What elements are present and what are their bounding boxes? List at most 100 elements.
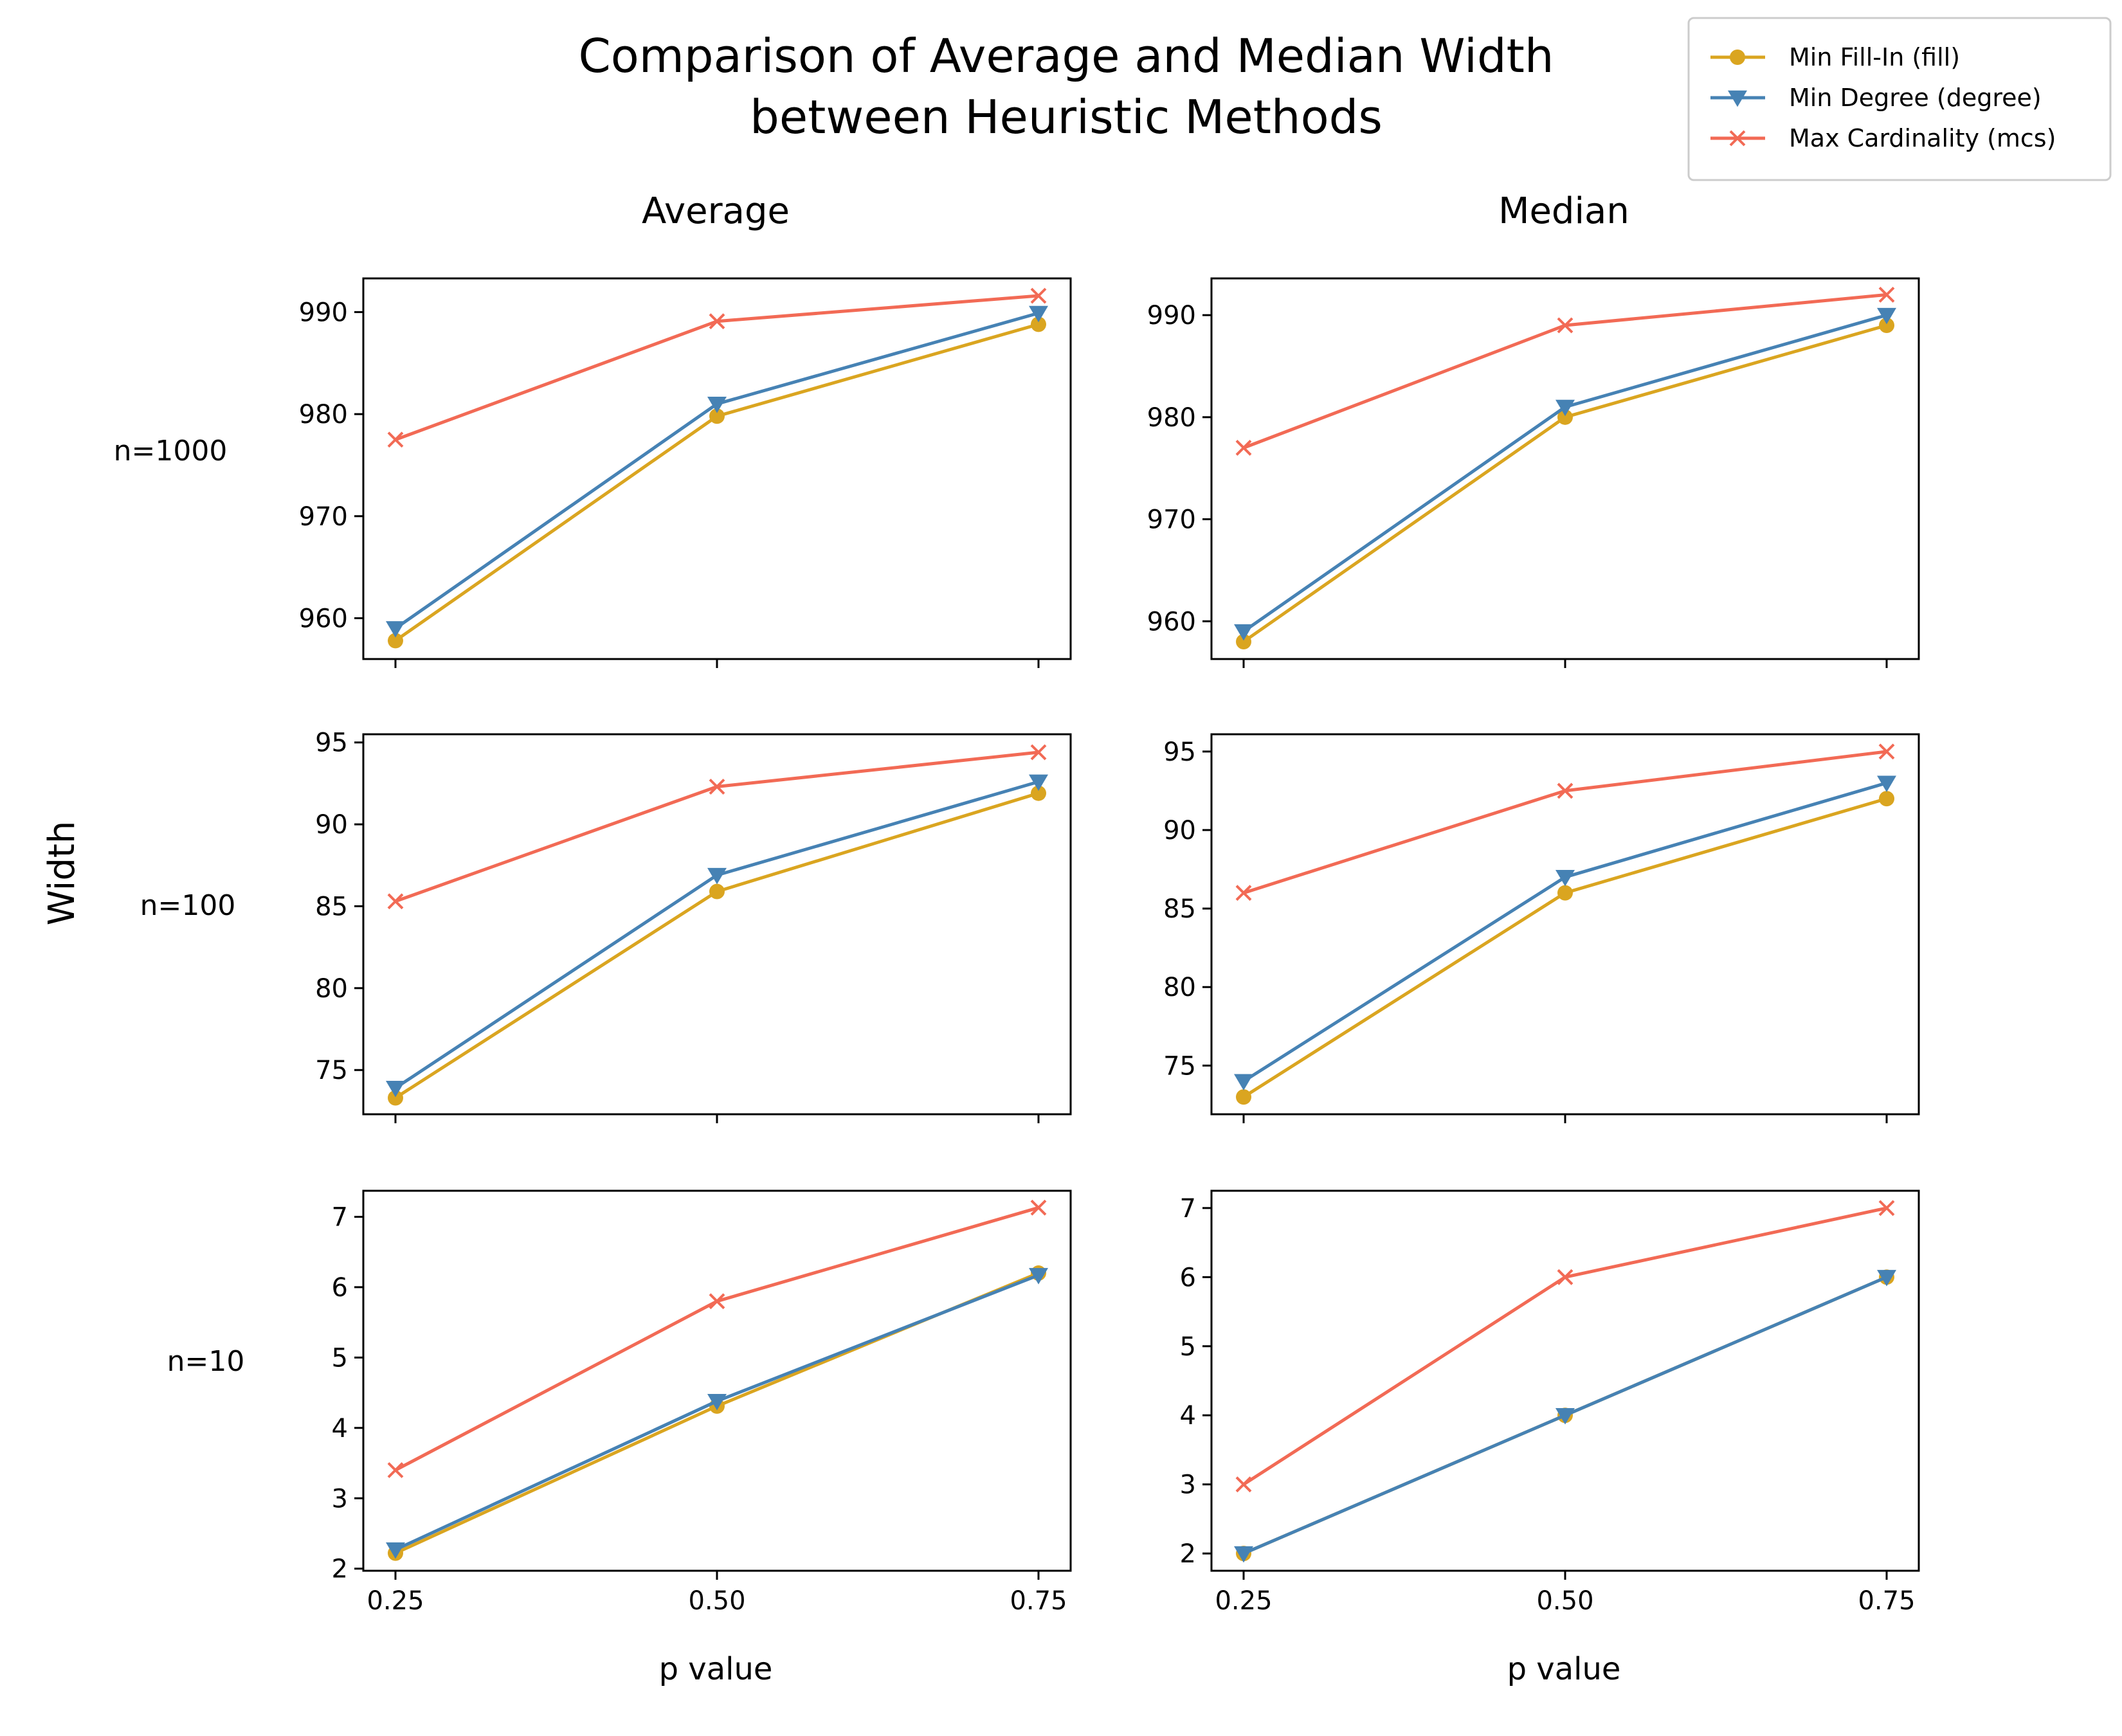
x-tick-label: 0.50 xyxy=(1536,1586,1593,1616)
data-point-min-degree-degree xyxy=(1234,624,1253,641)
y-tick-label: 990 xyxy=(299,298,348,327)
data-point-max-cardinality-mcs xyxy=(1557,1269,1573,1285)
x-tick-label: 0.75 xyxy=(1858,1586,1915,1616)
data-point-min-degree-degree xyxy=(707,867,727,885)
data-point-max-cardinality-mcs xyxy=(1878,1200,1895,1216)
y-tick-label: 95 xyxy=(1163,737,1196,767)
data-point-min-degree-degree xyxy=(386,1080,405,1098)
chart-title-line-2: between Heuristic Methods xyxy=(750,90,1383,144)
plot-frame xyxy=(1210,733,1920,1116)
panel-average-n-100: 75 80 85 90 95 xyxy=(315,728,1072,1123)
data-point-min-degree-degree xyxy=(1877,307,1896,325)
data-point-min-degree-degree xyxy=(1877,775,1896,792)
column-title-average: Average xyxy=(642,190,790,232)
y-tick-label: 980 xyxy=(299,400,348,429)
plot-frame xyxy=(362,733,1072,1116)
data-point-min-fill-in-fill xyxy=(1236,634,1251,650)
y-tick-label: 5 xyxy=(1180,1332,1196,1362)
y-tick-label: 85 xyxy=(315,892,348,921)
y-tick-label: 7 xyxy=(1180,1194,1196,1224)
y-tick-label: 960 xyxy=(1147,607,1196,637)
data-point-max-cardinality-mcs xyxy=(1878,286,1895,303)
data-point-min-degree-degree xyxy=(1555,1407,1575,1425)
y-tick-label: 4 xyxy=(332,1414,348,1443)
data-point-min-degree-degree xyxy=(1555,399,1575,417)
panel-median-n-10: 2 3 4 5 6 7 0.25 0.50 0.75 xyxy=(1180,1189,1920,1616)
data-point-min-degree-degree xyxy=(1877,1270,1896,1287)
data-point-min-degree-degree xyxy=(707,396,727,413)
row-label-n100: n=100 xyxy=(140,889,236,922)
y-tick-label: 2 xyxy=(1180,1539,1196,1569)
data-point-min-fill-in-fill xyxy=(709,883,725,900)
y-tick-label: 970 xyxy=(1147,505,1196,535)
data-point-min-degree-degree xyxy=(707,1393,727,1411)
y-tick-label: 970 xyxy=(299,502,348,532)
data-point-max-cardinality-mcs xyxy=(1557,317,1573,334)
y-tick-label: 4 xyxy=(1180,1401,1196,1431)
row-label-n10: n=10 xyxy=(167,1345,245,1378)
data-point-max-cardinality-mcs xyxy=(1030,1199,1047,1216)
data-point-min-degree-degree xyxy=(1234,1546,1253,1563)
data-point-max-cardinality-mcs xyxy=(1878,743,1895,760)
y-tick-label: 6 xyxy=(1180,1263,1196,1292)
data-point-max-cardinality-mcs xyxy=(387,1462,404,1478)
data-point-max-cardinality-mcs xyxy=(709,313,725,330)
y-tick-label: 80 xyxy=(1163,973,1196,1002)
data-point-max-cardinality-mcs xyxy=(387,893,404,910)
legend: Min Fill-In (fill) Min Degree (degree) Max… xyxy=(1687,17,2112,181)
legend-swatch-marker xyxy=(1728,90,1747,107)
x-tick-label: 0.25 xyxy=(367,1586,424,1616)
data-point-max-cardinality-mcs xyxy=(1235,1476,1252,1493)
data-point-min-degree-degree xyxy=(1555,869,1575,887)
x-tick-label: 0.75 xyxy=(1010,1586,1067,1616)
y-tick-label: 95 xyxy=(315,728,348,758)
row-label-n1000: n=1000 xyxy=(114,435,228,467)
data-point-min-degree-degree xyxy=(1029,1268,1048,1285)
y-tick-label: 3 xyxy=(332,1484,348,1514)
data-point-max-cardinality-mcs xyxy=(1030,287,1047,304)
y-tick-label: 2 xyxy=(332,1555,348,1584)
legend-swatch-marker xyxy=(1729,130,1746,147)
legend-entry-max-cardinality-mcs: Max Cardinality (mcs) xyxy=(1710,124,2056,152)
legend-label: Min Degree (degree) xyxy=(1789,84,2042,112)
y-tick-label: 75 xyxy=(1163,1051,1196,1081)
data-point-min-degree-degree xyxy=(386,621,405,638)
plot-frame xyxy=(1210,277,1920,660)
data-point-min-fill-in-fill xyxy=(388,1090,403,1106)
y-tick-label: 3 xyxy=(1180,1470,1196,1500)
data-point-min-fill-in-fill xyxy=(1031,785,1046,801)
plot-frame xyxy=(362,277,1072,660)
data-point-max-cardinality-mcs xyxy=(709,779,725,795)
y-tick-label: 90 xyxy=(315,810,348,840)
data-point-min-fill-in-fill xyxy=(1879,791,1894,807)
x-tick-label: 0.25 xyxy=(1215,1586,1272,1616)
data-point-max-cardinality-mcs xyxy=(1235,885,1252,901)
y-tick-label: 85 xyxy=(1163,894,1196,924)
x-tick-label: 0.50 xyxy=(688,1586,745,1616)
data-point-min-degree-degree xyxy=(1029,774,1048,791)
column-title-median: Median xyxy=(1498,190,1629,232)
y-tick-label: 7 xyxy=(332,1202,348,1232)
y-tick-label: 980 xyxy=(1147,403,1196,433)
y-tick-label: 6 xyxy=(332,1273,348,1303)
data-point-min-fill-in-fill xyxy=(388,633,403,649)
data-point-max-cardinality-mcs xyxy=(1235,440,1252,456)
legend-entry-min-fill-in-fill: Min Fill-In (fill) xyxy=(1710,43,1960,71)
y-tick-label: 75 xyxy=(315,1056,348,1085)
panel-median-n-100: 75 80 85 90 95 xyxy=(1163,733,1920,1123)
legend-label: Min Fill-In (fill) xyxy=(1789,43,1960,71)
data-point-min-fill-in-fill xyxy=(1031,316,1046,332)
data-point-min-fill-in-fill xyxy=(1557,885,1573,901)
y-tick-label: 990 xyxy=(1147,301,1196,330)
legend-label: Max Cardinality (mcs) xyxy=(1789,124,2056,152)
y-axis-label: Width xyxy=(41,821,83,926)
panel-median-n-1000: 960 970 980 990 xyxy=(1147,277,1920,668)
panel-average-n-1000: 960 970 980 990 xyxy=(299,277,1072,668)
y-tick-label: 5 xyxy=(332,1343,348,1373)
plot-frame xyxy=(362,1189,1072,1572)
data-point-max-cardinality-mcs xyxy=(1557,782,1573,799)
data-point-max-cardinality-mcs xyxy=(709,1293,725,1310)
legend-swatch-marker xyxy=(1730,50,1745,65)
